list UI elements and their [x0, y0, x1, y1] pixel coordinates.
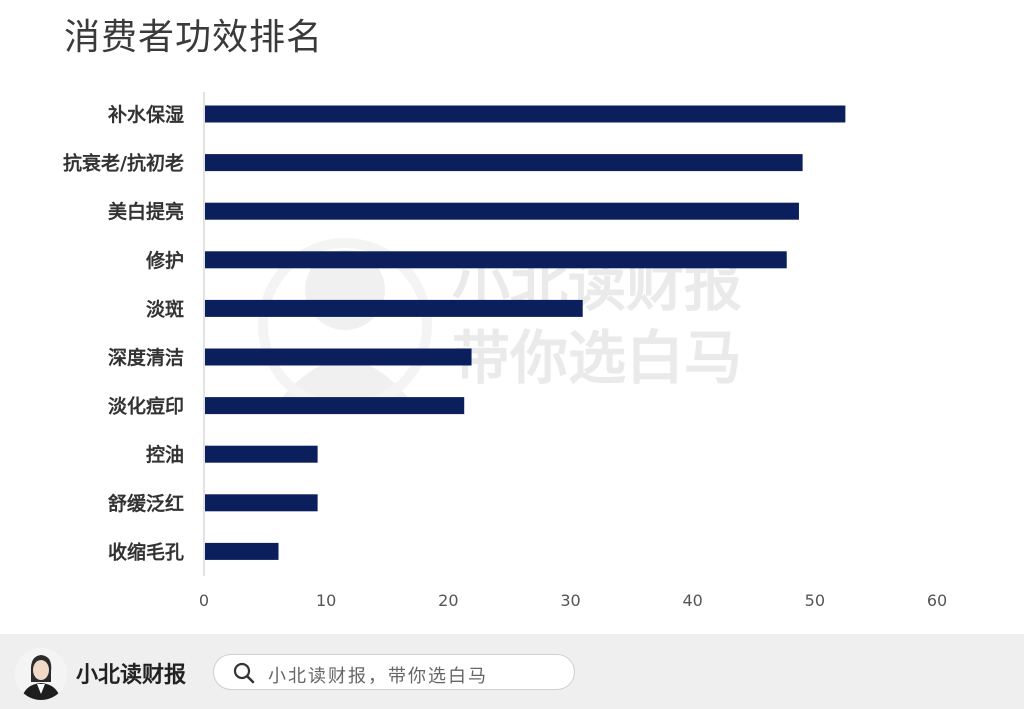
category-label-7: 控油 [146, 443, 184, 466]
bar-3 [205, 251, 787, 269]
x-tick-label-3: 30 [560, 591, 580, 610]
chart-title: 消费者功效排名 [64, 17, 324, 58]
bar-6 [205, 397, 465, 415]
avatar-icon [15, 648, 67, 700]
watermark-line2: 带你选白马 [452, 324, 742, 392]
category-label-1: 抗衰老/抗初老 [63, 152, 184, 175]
bar-1 [205, 154, 803, 172]
category-label-5: 深度清洁 [108, 346, 184, 369]
x-tick-labels: 0 10 20 30 40 50 60 [199, 591, 947, 610]
x-tick-label-5: 50 [805, 591, 825, 610]
avatar[interactable] [15, 648, 67, 700]
search-placeholder-text: 小北读财报，带你选白马 [268, 666, 488, 687]
bar-9 [205, 542, 279, 560]
category-label-0: 补水保湿 [108, 103, 184, 126]
x-tick-label-4: 40 [682, 591, 702, 610]
search-box[interactable]: 小北读财报，带你选白马 [213, 654, 575, 690]
x-tick-label-1: 10 [316, 591, 336, 610]
x-tick-label-0: 0 [199, 591, 209, 610]
bars [205, 105, 846, 560]
search-icon [233, 662, 255, 684]
category-label-9: 收缩毛孔 [108, 540, 184, 563]
x-tick-label-6: 60 [927, 591, 947, 610]
brand-name: 小北读财报 [76, 663, 187, 688]
bar-8 [205, 494, 318, 512]
bar-5 [205, 348, 472, 366]
footer-bar: 小北读财报 小北读财报，带你选白马 [0, 634, 1024, 709]
bar-7 [205, 445, 318, 463]
bar-chart: 小北读财报 带你选白马 补水保湿抗衰老/抗初老美白提亮修护淡斑深度清洁淡化痘印控… [63, 92, 947, 610]
category-label-8: 舒缓泛红 [108, 492, 184, 515]
bar-4 [205, 299, 583, 317]
bar-2 [205, 202, 799, 220]
category-label-6: 淡化痘印 [108, 395, 184, 418]
category-label-4: 淡斑 [146, 298, 184, 320]
category-label-2: 美白提亮 [108, 200, 184, 223]
bar-0 [205, 105, 846, 123]
category-label-3: 修护 [145, 249, 184, 272]
x-tick-label-2: 20 [438, 591, 458, 610]
